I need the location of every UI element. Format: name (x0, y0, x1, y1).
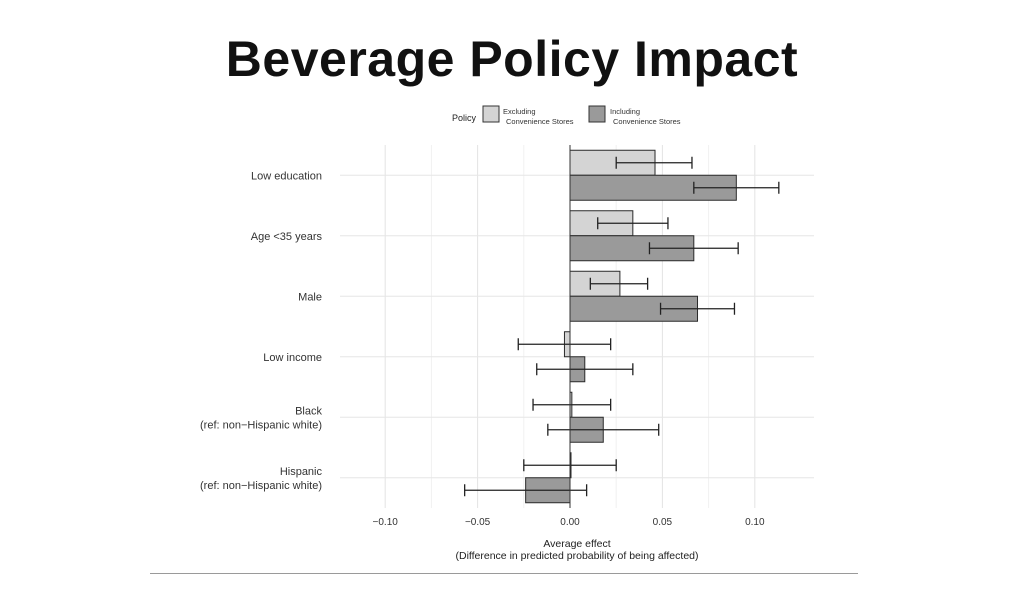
category-label: Black (295, 405, 322, 417)
x-tick-label: −0.05 (465, 517, 491, 528)
x-tick-label: −0.10 (373, 517, 399, 528)
bottom-divider (150, 573, 858, 574)
legend-label: Including (610, 107, 640, 116)
legend-label-sub: Convenience Stores (506, 117, 574, 126)
legend-label-sub: Convenience Stores (613, 117, 681, 126)
category-label-sub: (ref: non−Hispanic white) (200, 419, 322, 431)
legend-swatch (588, 105, 606, 123)
legend-swatch (482, 105, 500, 123)
x-tick-label: 0.10 (745, 517, 765, 528)
category-label-sub: (ref: non−Hispanic white) (200, 480, 322, 492)
legend-label: Excluding (503, 107, 536, 116)
category-label: Age <35 years (251, 231, 323, 243)
slide-title: Beverage Policy Impact (225, 31, 799, 87)
plot-area (340, 145, 814, 508)
x-axis-sublabel: (Difference in predicted probability of … (455, 550, 698, 562)
category-label: Low education (251, 170, 322, 182)
category-label: Hispanic (280, 466, 323, 478)
x-tick-label: 0.05 (653, 517, 673, 528)
x-axis-label: Average effect (543, 538, 610, 550)
x-tick-label: 0.00 (560, 517, 580, 528)
category-label: Male (298, 291, 322, 303)
category-label: Low income (263, 352, 322, 364)
legend-title: Policy (452, 113, 477, 123)
